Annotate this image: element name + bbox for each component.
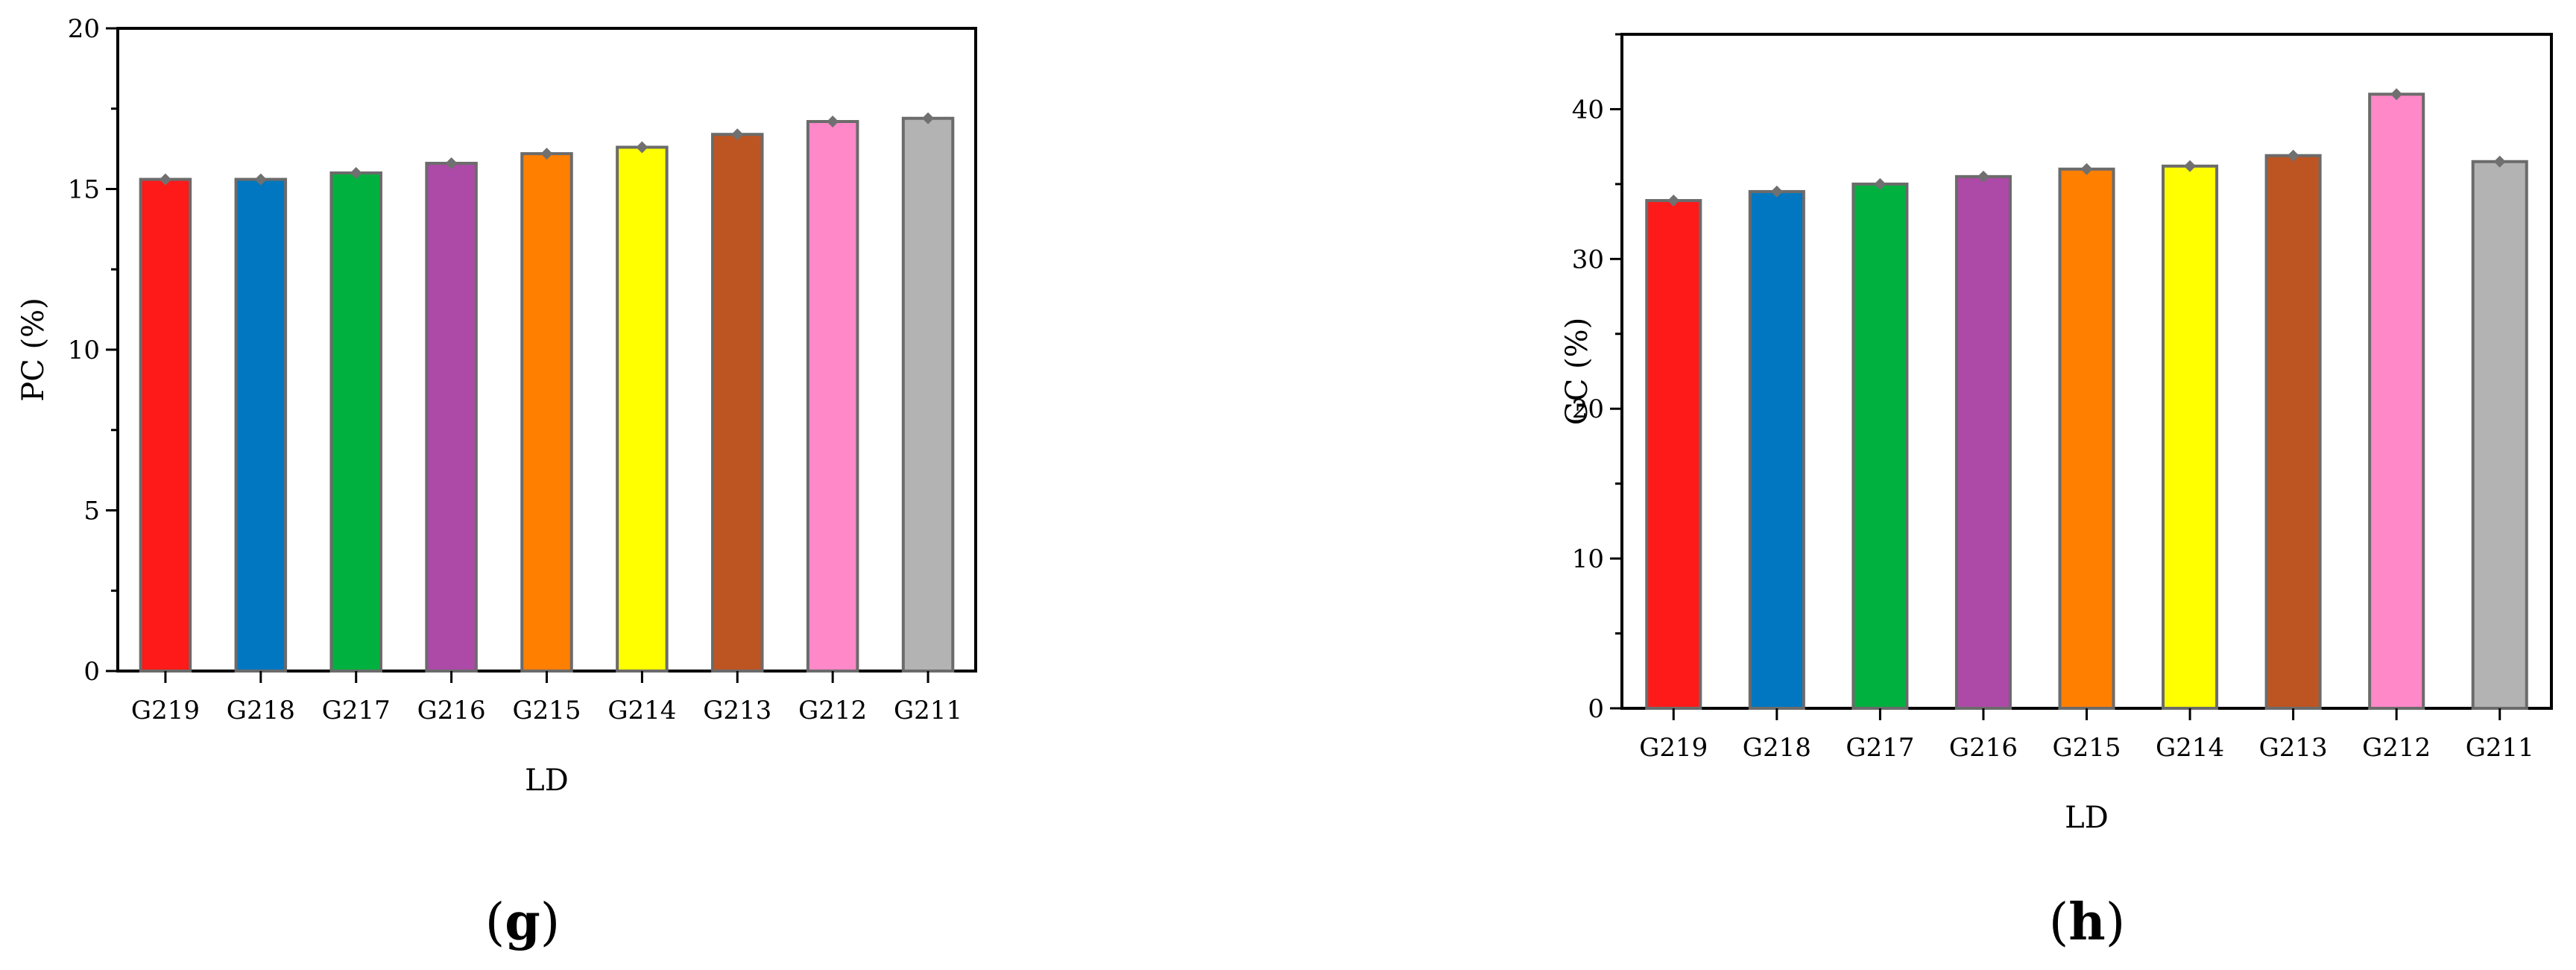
x-tick-label: G212 bbox=[2362, 733, 2431, 763]
bar-G214 bbox=[2162, 164, 2219, 710]
y-axis-title: GC (%) bbox=[1560, 318, 1594, 426]
bar-marker-G213 bbox=[731, 128, 744, 141]
bar-marker-G211 bbox=[2493, 155, 2506, 168]
x-tick-label: G218 bbox=[227, 696, 295, 725]
bar-G216 bbox=[425, 162, 478, 673]
bar-marker-G211 bbox=[922, 112, 935, 125]
x-tick-label: G213 bbox=[703, 696, 771, 725]
bar-G213 bbox=[2264, 154, 2322, 711]
bar-marker-G212 bbox=[2390, 88, 2403, 101]
bar-G213 bbox=[711, 133, 764, 673]
panel-label: (g) bbox=[485, 892, 561, 952]
x-tick-label: G219 bbox=[131, 696, 200, 725]
y-tick-label: 20 bbox=[1572, 394, 1604, 424]
bar-marker-G217 bbox=[350, 166, 362, 179]
y-tick-label: 30 bbox=[1572, 245, 1604, 274]
x-tick-label: G212 bbox=[798, 696, 867, 725]
panel-label: (h) bbox=[2049, 892, 2126, 952]
y-tick-label: 10 bbox=[1572, 544, 1604, 574]
bar-G215 bbox=[2058, 167, 2115, 711]
chart-panel-h: 0 10 20 30 40 G219 G218 G217 G216 G215 G214 G213 G21… bbox=[1560, 33, 2553, 952]
y-tick-label: 40 bbox=[1572, 95, 1604, 125]
x-tick-label: G219 bbox=[1639, 733, 1708, 763]
bar-marker-G212 bbox=[827, 115, 839, 127]
bar-marker-G213 bbox=[2287, 149, 2299, 162]
y-axis-title: PC (%) bbox=[16, 297, 51, 401]
y-tick-label: 0 bbox=[83, 657, 100, 687]
x-axis-title: LD bbox=[2065, 801, 2109, 835]
x-tick-label: G218 bbox=[1743, 733, 1811, 763]
bar-G215 bbox=[520, 152, 573, 673]
chart-panel-g: 0 5 10 15 20 G219 G218 G217 G216 G215 G214 G213 G212… bbox=[16, 14, 977, 952]
x-tick-label: G211 bbox=[894, 696, 962, 725]
x-tick-label: G214 bbox=[2156, 733, 2224, 763]
bar-marker-G218 bbox=[1770, 185, 1783, 198]
bar-marker-G219 bbox=[159, 173, 171, 186]
x-tick-label: G216 bbox=[1949, 733, 2018, 763]
x-tick-label: G216 bbox=[417, 696, 486, 725]
bar-marker-G215 bbox=[540, 148, 553, 160]
bar-marker-G219 bbox=[1667, 194, 1680, 207]
bar-marker-G218 bbox=[254, 173, 267, 186]
bar-marker-G214 bbox=[636, 141, 648, 154]
bar-G218 bbox=[234, 177, 288, 673]
bar-G212 bbox=[2368, 92, 2425, 711]
bar-marker-G216 bbox=[445, 157, 458, 170]
bar-G212 bbox=[806, 119, 859, 673]
y-tick-label: 0 bbox=[1588, 694, 1604, 724]
bar-G214 bbox=[616, 145, 669, 673]
y-tick-label: 10 bbox=[68, 336, 100, 365]
bar-G211 bbox=[2471, 160, 2528, 710]
x-axis-title: LD bbox=[525, 763, 569, 798]
bar-G217 bbox=[329, 171, 382, 673]
bar-marker-G217 bbox=[1874, 177, 1887, 190]
y-tick-label: 15 bbox=[68, 175, 100, 205]
bar-G219 bbox=[1645, 198, 1702, 710]
x-tick-label: G217 bbox=[322, 696, 391, 725]
y-tick-label: 20 bbox=[68, 14, 100, 44]
x-tick-label: G217 bbox=[1846, 733, 1914, 763]
x-tick-label: G211 bbox=[2466, 733, 2534, 763]
bar-G216 bbox=[1954, 174, 2012, 711]
bar-marker-G214 bbox=[2184, 160, 2197, 172]
bar-G219 bbox=[139, 177, 192, 673]
y-tick-label: 5 bbox=[83, 497, 100, 526]
x-tick-label: G213 bbox=[2259, 733, 2328, 763]
bar-G211 bbox=[901, 116, 955, 673]
bar-G217 bbox=[1852, 182, 1909, 710]
x-tick-label: G215 bbox=[2052, 733, 2121, 763]
x-tick-label: G215 bbox=[512, 696, 581, 725]
bar-marker-G216 bbox=[1977, 170, 1989, 183]
bar-G218 bbox=[1748, 189, 1805, 710]
x-tick-label: G214 bbox=[607, 696, 676, 725]
bar-marker-G215 bbox=[2080, 163, 2093, 175]
